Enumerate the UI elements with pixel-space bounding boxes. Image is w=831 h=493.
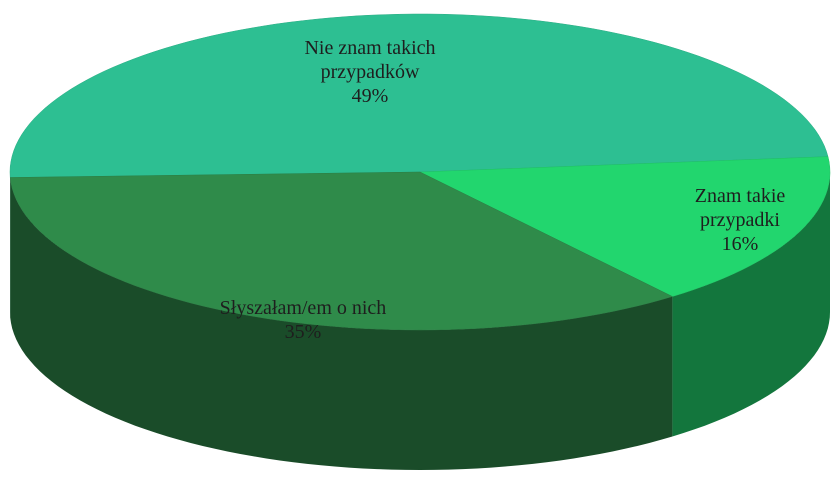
slice	[9, 171, 674, 331]
category-label: Słyszałam/em o nich	[219, 297, 387, 319]
slice	[9, 13, 829, 178]
slice-label: Nie znam takich przypadków 49%	[275, 36, 465, 108]
slice	[419, 156, 831, 297]
slice-label: Słyszałam/em o nich 35%	[208, 296, 398, 344]
value-label: 16%	[721, 233, 759, 255]
category-label: Nie znam takich przypadków	[304, 37, 436, 83]
category-label: Znam takie przypadki	[694, 185, 786, 231]
slice-side	[672, 172, 830, 437]
value-label: 49%	[351, 85, 389, 107]
slice-label: Znam takie przypadki 16%	[675, 184, 805, 256]
slice-side	[10, 177, 673, 470]
value-label: 35%	[284, 321, 322, 343]
